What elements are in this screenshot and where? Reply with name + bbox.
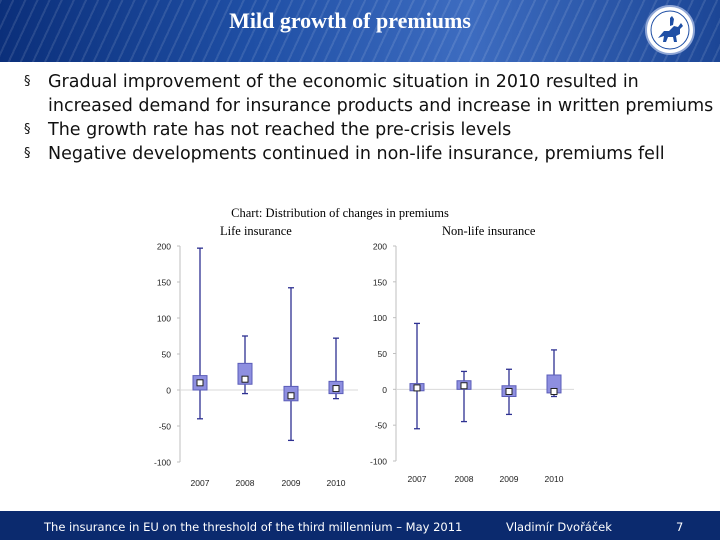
y-tick-label: 100 [157,314,171,324]
header-pattern [0,0,720,62]
y-tick-label: 0 [382,385,387,395]
bullet-text: Negative developments continued in non-l… [48,144,665,164]
y-tick-label: 50 [378,349,388,359]
bullet-text: The growth rate has not reached the pre-… [48,120,512,140]
life-insurance-chart: 200 150 100 50 0 -50 -100 2007 2008 2009 2010 [154,242,360,488]
plot-area [396,242,576,465]
y-tick-label: 150 [373,277,387,287]
median-marker [413,384,421,392]
footer-caption: The insurance in EU on the threshold of … [44,520,463,534]
median-marker [196,379,204,387]
footer-author: Vladimír Dvořáček [506,520,612,534]
median-marker [505,387,513,395]
y-tick-label: 0 [166,386,171,396]
bullet-item: § Gradual improvement of the economic si… [24,70,714,118]
x-tick-label: 2008 [455,474,474,484]
x-tick-label: 2007 [408,474,427,484]
y-tick-label: 200 [157,242,171,252]
y-tick-label: -100 [154,458,171,468]
median-marker [460,382,468,390]
y-tick-label: 50 [162,350,172,360]
panel-title-life: Life insurance [220,224,292,238]
median-marker [241,375,249,383]
x-tick-label: 2009 [282,478,301,488]
footer-bar: The insurance in EU on the threshold of … [0,511,720,540]
y-tick-label: 100 [373,313,387,323]
bullet-marker: § [24,74,31,89]
x-tick-label: 2010 [545,474,564,484]
horse-rider-logo-icon [645,5,695,55]
slide-title: Mild growth of premiums [229,8,471,33]
median-marker [332,385,340,393]
y-tick-label: 150 [157,278,171,288]
non-life-insurance-chart: 200 150 100 50 0 -50 -100 2007 2008 2009 2010 [370,242,576,484]
bullet-list: § Gradual improvement of the economic si… [24,70,714,166]
x-tick-label: 2007 [191,478,210,488]
title-bar: Mild growth of premiums [0,0,720,62]
y-tick-label: -50 [375,421,388,431]
plot-area [180,242,360,466]
chart-title: Chart: Distribution of changes in premiu… [231,206,449,220]
median-marker [287,392,295,400]
y-tick-label: 200 [373,242,387,252]
x-tick-label: 2008 [236,478,255,488]
x-tick-label: 2009 [500,474,519,484]
bullet-marker: § [24,122,31,137]
bullet-marker: § [24,146,31,161]
bullet-item: § Negative developments continued in non… [24,142,714,166]
median-marker [550,387,558,395]
y-tick-label: -100 [370,457,387,467]
panel-title-nonlife: Non-life insurance [442,224,536,238]
y-tick-label: -50 [159,422,172,432]
page-number: 7 [676,520,684,534]
bullet-item: § The growth rate has not reached the pr… [24,118,714,142]
x-tick-label: 2010 [327,478,346,488]
bullet-text: Gradual improvement of the economic situ… [48,72,714,116]
